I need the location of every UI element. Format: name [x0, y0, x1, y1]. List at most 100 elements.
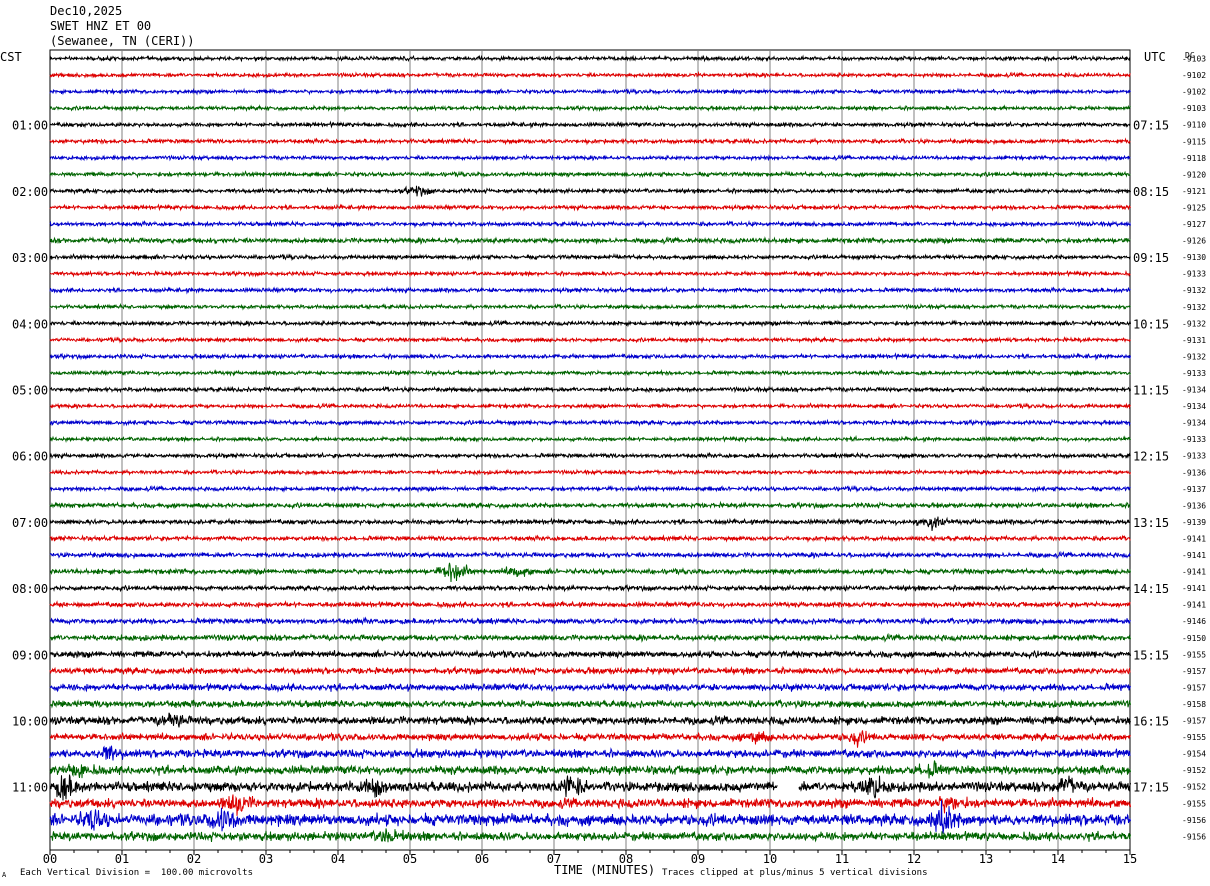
- right-hour-label: 09:15: [1133, 251, 1169, 265]
- dc-offset-label: -9121: [1182, 187, 1206, 196]
- seismic-trace: [49, 252, 1131, 262]
- x-tick-label: 00: [43, 852, 57, 866]
- seismic-trace: [49, 730, 1131, 748]
- seismic-trace: [49, 774, 1131, 801]
- right-hour-label: 07:15: [1133, 119, 1169, 133]
- seismic-trace: [49, 616, 1131, 627]
- x-tick-label: 14: [1051, 852, 1065, 866]
- seismic-trace: [49, 120, 1131, 130]
- right-hour-label: 12:15: [1133, 450, 1169, 464]
- left-hour-label: 02:00: [12, 185, 48, 199]
- dc-offset-label: -9136: [1182, 501, 1206, 510]
- seismic-trace: [49, 712, 1131, 728]
- right-timezone: UTC: [1144, 50, 1166, 64]
- left-hour-label: 07:00: [12, 516, 48, 530]
- dc-offset-label: -9132: [1182, 319, 1206, 328]
- dc-offset-label: -9103: [1182, 104, 1206, 113]
- dc-offset-label: -9126: [1182, 237, 1206, 246]
- x-tick-label: 08: [619, 852, 633, 866]
- right-hour-label: 08:15: [1133, 185, 1169, 199]
- seismic-trace: [49, 562, 1131, 583]
- right-hour-label: 13:15: [1133, 516, 1169, 530]
- dc-offset-label: -9141: [1182, 534, 1206, 543]
- dc-offset-label: -9110: [1182, 121, 1206, 130]
- seismic-trace: [49, 170, 1131, 179]
- seismic-trace: [49, 54, 1131, 63]
- seismic-trace: [49, 583, 1131, 593]
- x-tick-label: 15: [1123, 852, 1137, 866]
- x-axis-label: TIME (MINUTES): [554, 863, 656, 877]
- right-hour-label: 11:15: [1133, 384, 1169, 398]
- seismic-trace: [49, 319, 1131, 328]
- dc-offset-label: -9156: [1182, 816, 1206, 825]
- x-tick-label: 09: [691, 852, 705, 866]
- x-tick-label: 10: [763, 852, 777, 866]
- station-id: SWET HNZ ET 00: [50, 19, 152, 33]
- seismic-trace: [49, 794, 1131, 816]
- chart-date: Dec10,2025: [50, 4, 123, 18]
- seismic-trace: [49, 468, 1131, 476]
- seismic-trace: [49, 682, 1131, 693]
- dc-offset-label: -9133: [1182, 452, 1206, 461]
- dc-offset-label: -9120: [1182, 170, 1206, 179]
- seismic-trace: [49, 104, 1131, 113]
- right-hour-label: 10:15: [1133, 317, 1169, 331]
- right-hour-label: 14:15: [1133, 582, 1169, 596]
- dc-offset-label: -9152: [1182, 766, 1206, 775]
- x-tick-label: 07: [547, 852, 561, 866]
- seismic-trace: [49, 516, 1131, 531]
- seismic-trace: [49, 451, 1131, 460]
- dc-offset-label: -9132: [1182, 286, 1206, 295]
- x-tick-label: 06: [475, 852, 489, 866]
- dc-offset-label: -9157: [1182, 667, 1206, 676]
- x-tick-label: 13: [979, 852, 993, 866]
- seismic-trace: [49, 70, 1131, 79]
- dc-offset-label: -9127: [1182, 220, 1206, 229]
- left-hour-label: 08:00: [12, 582, 48, 596]
- dc-offset-label: -9134: [1182, 402, 1206, 411]
- seismic-trace: [49, 402, 1131, 410]
- dc-offset-label: -9132: [1182, 303, 1206, 312]
- left-hour-label: 11:00: [12, 781, 48, 795]
- seismic-trace: [49, 434, 1131, 444]
- dc-offset-label: -9139: [1182, 518, 1206, 527]
- dc-offset-label: -9141: [1182, 568, 1206, 577]
- seismic-trace: [49, 269, 1131, 278]
- left-hour-label: 01:00: [12, 119, 48, 133]
- dc-offset-label: -9146: [1182, 617, 1206, 626]
- x-tick-label: 01: [115, 852, 129, 866]
- seismic-trace: [49, 185, 1131, 197]
- dc-offset-label: -9133: [1182, 369, 1206, 378]
- station-location: (Sewanee, TN (CERI)): [50, 34, 195, 48]
- x-tick-label: 04: [331, 852, 345, 866]
- right-hour-label: 17:15: [1133, 781, 1169, 795]
- seismic-trace: [49, 665, 1131, 676]
- seismic-trace: [49, 600, 1131, 610]
- left-hour-label: 10:00: [12, 715, 48, 729]
- seismic-trace: [49, 203, 1131, 212]
- dc-offset-label: -9115: [1182, 137, 1206, 146]
- seismic-trace: [49, 484, 1131, 494]
- dc-label: DC: [1185, 51, 1195, 60]
- left-hour-label: 06:00: [12, 450, 48, 464]
- dc-offset-label: -9136: [1182, 468, 1206, 477]
- label-group: 00 01 02 03 04 05 06 07 08 09 10 11 12 13 14 15 CST UTC DC…: [0, 50, 1206, 866]
- left-hour-label: 09:00: [12, 648, 48, 662]
- dc-offset-label: -9137: [1182, 485, 1206, 494]
- dc-offset-label: -9141: [1182, 584, 1206, 593]
- dc-offset-label: -9133: [1182, 270, 1206, 279]
- scale-note: Each Vertical Division = 100.00 microvol…: [20, 868, 253, 878]
- dc-offset-label: -9157: [1182, 683, 1206, 692]
- seismic-trace: [49, 550, 1131, 560]
- dc-offset-label: -9141: [1182, 601, 1206, 610]
- dc-offset-label: -9102: [1182, 88, 1206, 97]
- dc-offset-label: -9158: [1182, 700, 1206, 709]
- dc-offset-label: -9134: [1182, 419, 1206, 428]
- left-hour-label: 05:00: [12, 384, 48, 398]
- x-tick-label: 05: [403, 852, 417, 866]
- dc-offset-label: -9103: [1182, 55, 1206, 64]
- seismic-trace: [49, 219, 1131, 229]
- dc-offset-label: -9134: [1182, 386, 1206, 395]
- seismic-trace: [49, 632, 1131, 643]
